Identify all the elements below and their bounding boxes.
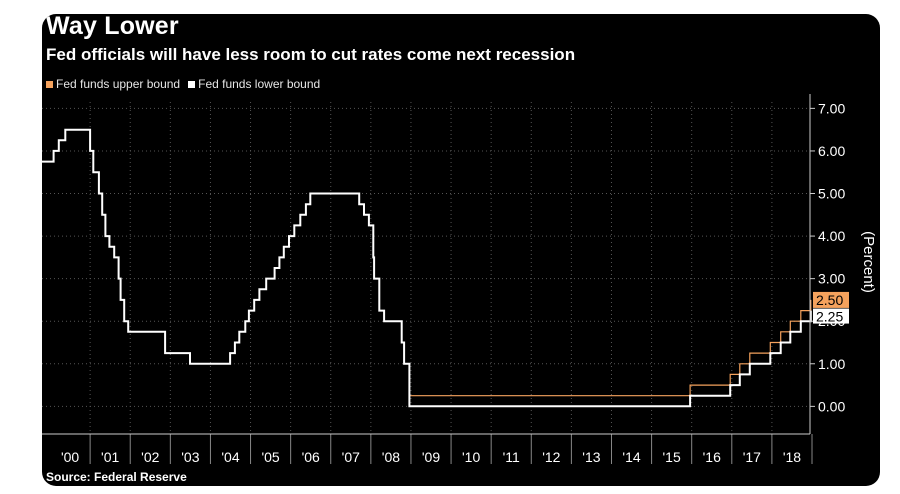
x-tick-label: '15 — [663, 449, 681, 465]
last-value-upper-text: 2.50 — [816, 292, 843, 308]
line-chart: 0.001.002.003.004.005.006.007.00'00'01'0… — [42, 94, 877, 465]
value-labels: 2.502.25 — [813, 291, 849, 325]
series-line-lower-bound — [42, 128, 812, 408]
x-tick-label: '12 — [542, 449, 560, 465]
last-value-lower-text: 2.25 — [816, 309, 843, 325]
x-tick-label: '11 — [503, 449, 520, 465]
y-tick-label: 6.00 — [818, 143, 845, 159]
legend-label-upper: Fed funds upper bound — [56, 77, 181, 91]
y-tick-label: 3.00 — [818, 271, 845, 287]
chart-source: Source: Federal Reserve — [46, 470, 187, 484]
legend-item-upper: Fed funds upper bound — [46, 77, 180, 91]
chart-frame: Way Lower Fed officials will have less r… — [42, 14, 880, 486]
x-tick-label: '04 — [221, 449, 239, 465]
x-tick-label: '18 — [783, 449, 801, 465]
y-tick-label: 0.00 — [818, 398, 845, 414]
x-tick-label: '03 — [181, 449, 199, 465]
chart-legend: Fed funds upper bound Fed funds lower bo… — [46, 77, 320, 91]
legend-item-lower: Fed funds lower bound — [188, 77, 320, 91]
legend-swatch-upper — [46, 80, 53, 88]
x-tick-label: '16 — [703, 449, 721, 465]
series-lines — [42, 128, 812, 408]
last-value-lower: 2.25 — [813, 308, 849, 325]
last-value-upper: 2.50 — [813, 291, 849, 308]
x-tick-label: '09 — [422, 449, 440, 465]
y-axis-title: (Percent) — [860, 231, 877, 293]
x-tick-label: '14 — [622, 449, 640, 465]
x-tick-label: '05 — [261, 449, 279, 465]
x-tick-label: '00 — [61, 449, 79, 465]
series-line-upper-bound — [42, 129, 812, 397]
x-tick-label: '08 — [382, 449, 400, 465]
x-tick-label: '07 — [342, 449, 360, 465]
chart-subtitle: Fed officials will have less room to cut… — [46, 45, 576, 64]
x-tick-label: '17 — [743, 449, 761, 465]
legend-label-lower: Fed funds lower bound — [198, 77, 321, 91]
x-tick-label: '01 — [101, 449, 119, 465]
y-tick-label: 4.00 — [818, 228, 845, 244]
x-tick-label: '10 — [462, 449, 480, 465]
y-tick-label: 7.00 — [818, 100, 845, 116]
grid-lines — [42, 102, 810, 434]
x-tick-label: '06 — [302, 449, 320, 465]
y-tick-label: 5.00 — [818, 186, 845, 202]
last-value-lower-box — [813, 308, 849, 324]
chart-title: Way Lower — [46, 14, 179, 40]
last-value-upper-box — [813, 291, 849, 308]
legend-swatch-lower — [188, 80, 196, 88]
axes: 0.001.002.003.004.005.006.007.00'00'01'0… — [42, 94, 877, 465]
x-tick-label: '13 — [582, 449, 600, 465]
y-tick-label: 1.00 — [818, 356, 845, 372]
x-tick-label: '02 — [141, 449, 159, 465]
